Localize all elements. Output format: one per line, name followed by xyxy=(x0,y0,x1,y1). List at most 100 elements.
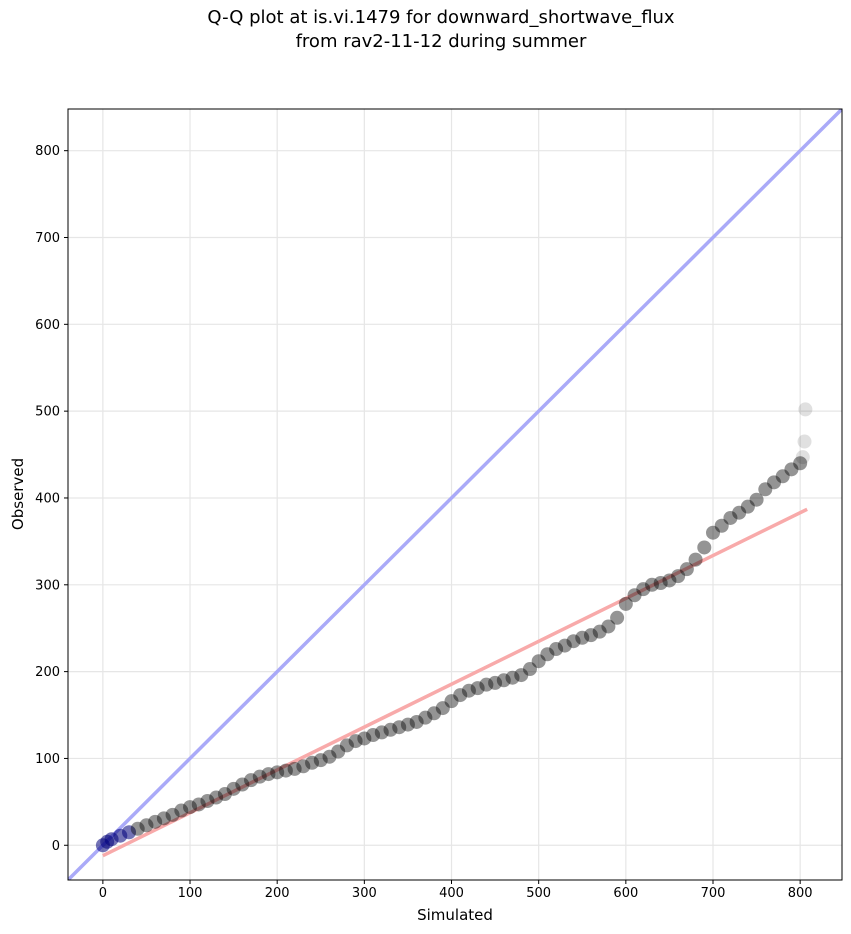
x-tick-label: 600 xyxy=(613,886,638,901)
data-point xyxy=(662,573,677,588)
y-tick-label: 400 xyxy=(35,491,60,506)
data-point xyxy=(148,814,163,829)
data-point xyxy=(183,800,198,815)
data-point xyxy=(226,781,241,796)
fit-line xyxy=(102,507,808,858)
data-point xyxy=(209,790,224,805)
data-point xyxy=(522,662,537,677)
data-point xyxy=(540,647,555,662)
data-point xyxy=(191,797,206,812)
data-point xyxy=(470,681,485,696)
data-point xyxy=(261,767,276,782)
data-point xyxy=(671,569,686,584)
data-point xyxy=(758,482,773,497)
data-point xyxy=(357,731,372,746)
data-point xyxy=(749,492,764,507)
y-tick-label: 300 xyxy=(35,578,60,593)
chart-title: Q-Q plot at is.vi.1479 for downward_shor… xyxy=(207,7,675,28)
data-point xyxy=(566,634,581,649)
data-point xyxy=(496,673,511,688)
y-tick-label: 700 xyxy=(35,231,60,246)
y-axis-label: Observed xyxy=(9,458,27,530)
y-axis-ticks: 0 100 200 300 400 500 600 700 800 xyxy=(35,144,68,854)
data-point xyxy=(784,462,799,477)
data-point xyxy=(139,818,154,833)
data-point xyxy=(366,728,381,743)
grid-lines xyxy=(68,109,842,880)
data-point xyxy=(435,701,450,716)
data-point xyxy=(130,821,145,836)
data-point xyxy=(653,576,668,591)
data-point xyxy=(688,552,703,567)
y-tick-label: 100 xyxy=(35,752,60,767)
data-point xyxy=(322,749,337,764)
data-point xyxy=(601,619,616,634)
data-point xyxy=(549,642,564,657)
quantile-points xyxy=(95,402,813,853)
data-point xyxy=(252,769,267,784)
data-point xyxy=(331,744,346,759)
y-tick-label: 600 xyxy=(35,318,60,333)
x-tick-label: 800 xyxy=(788,886,813,901)
chart-title-block: Q-Q plot at is.vi.1479 for downward_shor… xyxy=(0,6,851,54)
data-point xyxy=(797,434,812,449)
x-tick-label: 700 xyxy=(701,886,726,901)
data-point xyxy=(278,763,293,778)
data-point xyxy=(217,787,232,802)
data-point xyxy=(575,630,590,645)
data-point xyxy=(723,510,738,525)
data-point xyxy=(795,450,810,465)
x-tick-label: 0 xyxy=(99,886,107,901)
data-point xyxy=(627,588,642,603)
x-tick-label: 300 xyxy=(352,886,377,901)
data-point xyxy=(740,499,755,514)
plot-frame xyxy=(67,108,843,881)
data-point xyxy=(636,582,651,597)
data-point xyxy=(174,803,189,818)
data-point xyxy=(165,807,180,822)
data-point xyxy=(592,624,607,639)
data-point xyxy=(392,720,407,735)
data-point xyxy=(514,668,529,683)
x-tick-label: 500 xyxy=(526,886,551,901)
data-point xyxy=(583,628,598,643)
y-tick-label: 200 xyxy=(35,665,60,680)
data-point xyxy=(732,505,747,520)
data-point xyxy=(339,738,354,753)
data-point xyxy=(610,610,625,625)
data-point xyxy=(531,654,546,669)
data-point xyxy=(479,677,494,692)
x-tick-label: 400 xyxy=(439,886,464,901)
data-point xyxy=(313,753,328,768)
y-tick-label: 800 xyxy=(35,144,60,159)
data-point xyxy=(706,525,720,540)
data-point xyxy=(453,688,468,703)
data-point xyxy=(767,475,782,490)
data-point xyxy=(235,777,250,792)
data-point xyxy=(156,811,171,826)
x-axis-ticks: 0 100 200 300 400 500 600 700 800 xyxy=(99,880,813,901)
data-point xyxy=(618,596,633,611)
data-point xyxy=(409,714,424,729)
data-point xyxy=(505,670,520,685)
data-point xyxy=(287,761,302,776)
x-axis-label: Simulated xyxy=(417,906,493,924)
data-point xyxy=(418,710,433,725)
reference-lines xyxy=(68,109,842,880)
data-point xyxy=(348,734,363,749)
data-point xyxy=(557,638,572,653)
data-point xyxy=(679,562,694,577)
data-point xyxy=(427,706,442,721)
data-point xyxy=(793,456,808,471)
data-point xyxy=(200,793,215,808)
x-tick-label: 100 xyxy=(178,886,203,901)
data-point xyxy=(488,675,503,690)
data-point xyxy=(461,683,476,698)
data-point xyxy=(374,725,389,740)
chart-subtitle: from rav2-11-12 during summer xyxy=(295,31,587,52)
data-point xyxy=(383,722,398,737)
data-point xyxy=(122,825,137,840)
data-point xyxy=(714,518,729,533)
y-tick-label: 500 xyxy=(35,405,60,420)
data-point xyxy=(244,773,259,788)
